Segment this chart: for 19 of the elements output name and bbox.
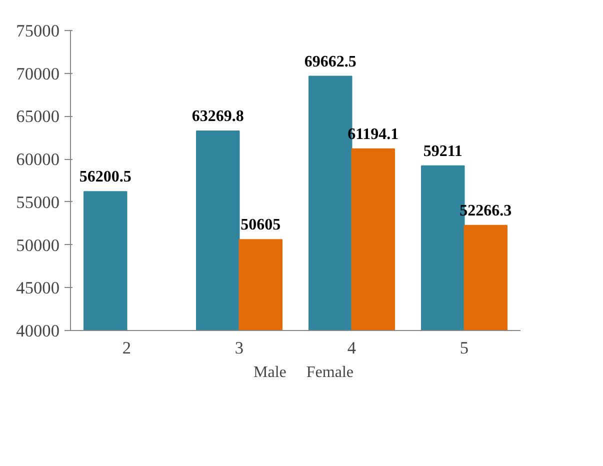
data-label: 50605 bbox=[240, 216, 281, 234]
y-tick-label: 55000 bbox=[16, 192, 60, 212]
y-tick-label: 75000 bbox=[16, 22, 60, 40]
text: Male bbox=[254, 364, 286, 382]
y-tick-label: 45000 bbox=[16, 278, 60, 298]
data-label: 63269.8 bbox=[192, 108, 244, 126]
y-tick-label: 40000 bbox=[16, 322, 60, 340]
data-label: 59211 bbox=[423, 142, 462, 160]
x-tick-label: 3 bbox=[234, 338, 244, 358]
text: Female bbox=[306, 364, 354, 382]
x-tick-label: 2 bbox=[122, 338, 132, 358]
x-tick-label: 4 bbox=[347, 338, 356, 358]
y-tick-label: 65000 bbox=[16, 107, 60, 126]
y-tick-label: 60000 bbox=[16, 150, 60, 170]
y-tick-label: 70000 bbox=[16, 64, 60, 84]
data-label: 69662.5 bbox=[304, 53, 356, 70]
y-tick-label: 50000 bbox=[16, 236, 60, 255]
data-label: 56200.5 bbox=[79, 168, 132, 186]
x-tick-label: 5 bbox=[460, 338, 469, 358]
